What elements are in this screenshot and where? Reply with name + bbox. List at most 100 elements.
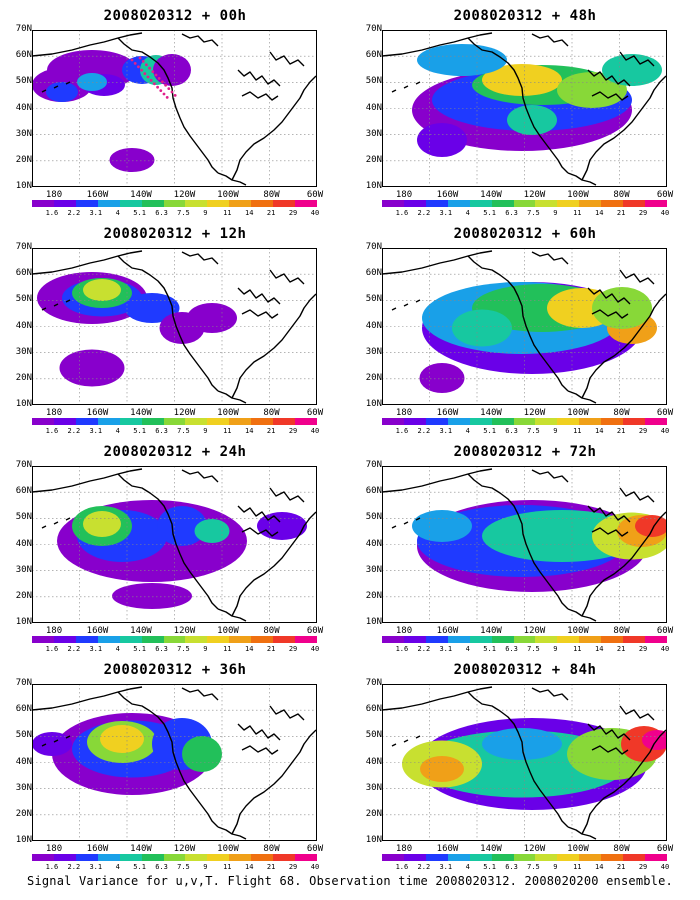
colorbar-swatch [295, 200, 317, 207]
colorbar-label: 21 [266, 209, 276, 217]
lon-label: 100W [217, 190, 239, 200]
lat-label: 10N [365, 181, 382, 191]
colorbar-swatch [623, 636, 646, 643]
colorbar-label: 7.5 [177, 209, 190, 217]
lon-label: 180 [395, 408, 413, 418]
colorbar-swatch [163, 200, 186, 207]
lat-label: 50N [365, 294, 382, 305]
variance-contour [635, 515, 667, 537]
lat-label: 50N [365, 512, 382, 523]
variance-map [382, 466, 667, 623]
lon-label: 140W [130, 408, 152, 418]
colorbar-swatch [53, 854, 76, 861]
colorbar-label: 7.5 [527, 209, 540, 217]
colorbar-swatch [469, 854, 492, 861]
colorbar-swatch [447, 854, 470, 861]
colorbar-swatch [403, 418, 426, 425]
colorbar-swatch [97, 854, 120, 861]
colorbar-swatch [491, 200, 514, 207]
panel-title: 2008020312 + 48h [453, 8, 597, 24]
lat-label: 40N [15, 320, 32, 331]
lat-label: 70N [15, 678, 32, 688]
colorbar-label: 1.6 [45, 209, 59, 217]
colorbar [32, 418, 317, 425]
colorbar-swatch [185, 200, 208, 207]
colorbar-swatch [535, 200, 558, 207]
colorbar-label: 6.3 [155, 209, 168, 217]
colorbar-swatch [97, 200, 120, 207]
colorbar-label: 9 [203, 427, 208, 435]
colorbar-label: 3.1 [89, 209, 103, 217]
lon-label: 60W [306, 408, 324, 418]
colorbar-swatch [229, 854, 252, 861]
lat-label: 10N [15, 399, 32, 409]
colorbar-swatch [491, 636, 514, 643]
lat-label: 20N [365, 808, 382, 819]
variance-field [37, 272, 237, 387]
colorbar-label: 11 [573, 427, 582, 435]
colorbar-swatch [32, 200, 54, 207]
colorbar-swatch [119, 854, 142, 861]
colorbar-label: 4 [115, 209, 120, 217]
colorbar-swatch [601, 418, 624, 425]
colorbar-label: 14 [595, 863, 604, 871]
lat-label: 20N [15, 590, 32, 601]
colorbar-label: 2.2 [67, 209, 81, 217]
colorbar-swatch [295, 854, 317, 861]
colorbar-swatch [557, 200, 580, 207]
colorbar-label: 5.1 [133, 427, 146, 435]
lon-label: 80W [613, 626, 630, 636]
variance-contour [109, 148, 155, 172]
colorbar-label: 4 [115, 863, 120, 871]
variance-contour [482, 64, 562, 96]
colorbar-label: 40 [660, 645, 670, 653]
variance-map [32, 684, 317, 841]
colorbar-swatch [601, 636, 624, 643]
lat-label: 60N [15, 268, 32, 279]
colorbar-swatch [295, 418, 317, 425]
colorbar-swatch [425, 854, 448, 861]
colorbar-label: 1.6 [395, 863, 409, 871]
colorbar-swatch [623, 200, 646, 207]
colorbar-label: 11 [223, 427, 232, 435]
colorbar-label: 7.5 [177, 645, 190, 653]
colorbar-label: 3.1 [439, 209, 453, 217]
variance-map [382, 30, 667, 187]
lon-label: 60W [656, 190, 674, 200]
colorbar-label: 6.3 [505, 863, 518, 871]
colorbar-label: 2.2 [67, 645, 81, 653]
colorbar-label: 1.6 [45, 863, 59, 871]
lon-label: 120W [173, 626, 196, 636]
variance-contour [112, 583, 192, 609]
panel-title: 2008020312 + 36h [103, 662, 247, 678]
colorbar-swatch [469, 636, 492, 643]
lat-label: 70N [15, 242, 32, 252]
colorbar-swatch [535, 636, 558, 643]
colorbar-label: 5.1 [483, 863, 496, 871]
colorbar-label: 21 [616, 645, 626, 653]
lon-label: 100W [217, 626, 239, 636]
colorbar-label: 29 [638, 863, 648, 871]
colorbar-label: 1.6 [45, 645, 59, 653]
lat-label: 50N [15, 512, 32, 523]
lat-label: 40N [15, 756, 32, 767]
lat-label: 70N [365, 242, 382, 252]
colorbar-label: 14 [595, 209, 604, 217]
lon-label: 120W [523, 190, 546, 200]
colorbar-swatch [425, 418, 448, 425]
coastline [382, 468, 667, 622]
variance-map [382, 248, 667, 405]
colorbar-swatch [425, 200, 448, 207]
colorbar-swatch [97, 418, 120, 425]
lon-label: 100W [567, 844, 589, 854]
colorbar-label: 5.1 [133, 209, 146, 217]
variance-contour [557, 72, 627, 108]
lat-label: 60N [365, 50, 382, 61]
map-panel: 2008020312 + 48h 70N 60N 50N 40N 30N 20N 10N 180… [350, 0, 700, 218]
lat-label: 70N [365, 24, 382, 34]
colorbar-label: 4 [115, 427, 120, 435]
variance-field [32, 713, 222, 795]
colorbar-swatch [513, 636, 536, 643]
colorbar-label: 40 [660, 209, 670, 217]
colorbar-swatch [447, 636, 470, 643]
